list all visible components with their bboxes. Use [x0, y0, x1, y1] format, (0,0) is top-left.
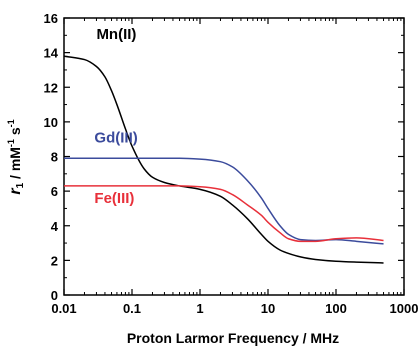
y-axis-title-mid: s: [7, 127, 23, 139]
series-label-gd-iii: Gd(III): [94, 130, 137, 147]
label-layer: Mn(II) Gd(III) Fe(III): [94, 26, 137, 207]
plot-frame: [63, 17, 405, 296]
x-tick-label: 1: [196, 301, 203, 316]
x-tick-label: 0.1: [123, 301, 141, 316]
y-tick-label: 4: [51, 219, 59, 234]
plot-area: [63, 17, 405, 296]
tick-layer: 0.01 0.1 1 10 100 1000 0 2 4 6 8 10 12 14 16: [44, 11, 419, 316]
series-label-mn-ii: Mn(II): [96, 26, 136, 43]
series-layer: [63, 55, 384, 264]
y-axis-title: r1 / mM-1 s-1: [6, 119, 26, 194]
y-axis-title-sup2: -1: [6, 119, 16, 127]
series-line-fe-iii: [63, 185, 384, 243]
y-tick-label: 12: [44, 80, 58, 95]
y-axis-title-sup1: -1: [6, 139, 16, 147]
y-tick-label: 14: [44, 46, 59, 61]
y-tick-label: 0: [51, 288, 58, 303]
y-axis-title-italic: r: [7, 188, 24, 195]
series-label-fe-iii: Fe(III): [94, 190, 134, 207]
y-tick-label: 6: [51, 184, 58, 199]
x-tick-label: 1000: [390, 301, 419, 316]
y-axis-title-rest: / mM: [7, 147, 23, 183]
y-axis-title-sub: 1: [15, 182, 26, 188]
x-tick-label: 100: [325, 301, 347, 316]
y-tick-label: 2: [51, 253, 58, 268]
x-axis-title: Proton Larmor Frequency / MHz: [127, 330, 339, 346]
x-tick-label: 0.01: [51, 301, 76, 316]
series-line-mn-ii: [63, 55, 384, 264]
y-tick-label: 10: [44, 115, 58, 130]
y-tick-label: 8: [51, 150, 58, 165]
y-tick-label: 16: [44, 11, 58, 26]
x-tick-label: 10: [261, 301, 275, 316]
